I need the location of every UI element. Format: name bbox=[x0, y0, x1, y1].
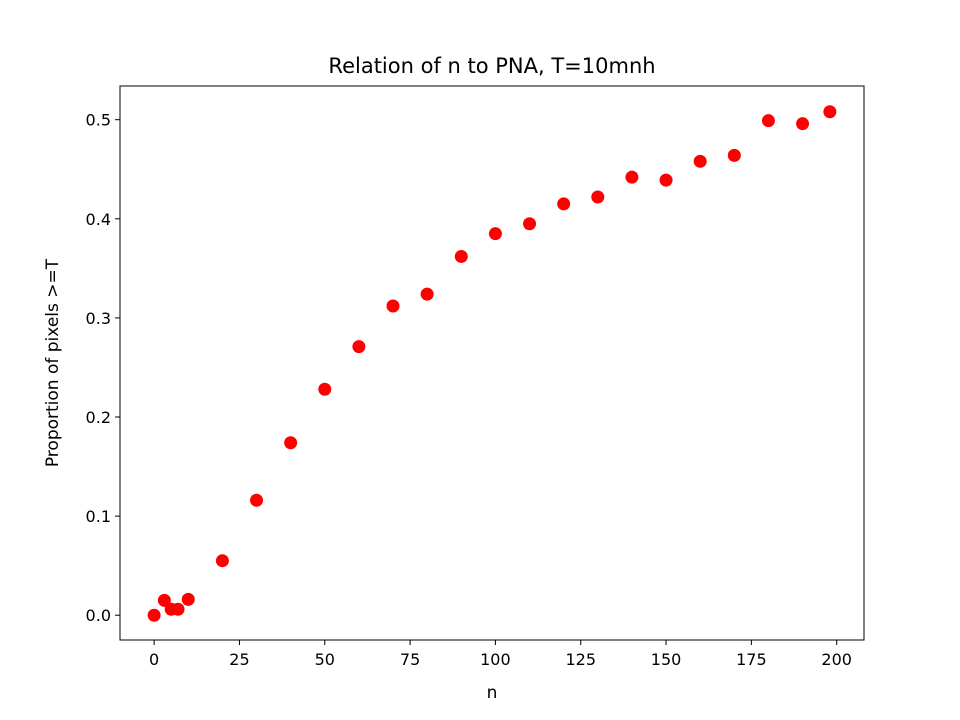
data-point bbox=[250, 493, 264, 507]
plot-area bbox=[119, 85, 865, 641]
x-tick-label: 125 bbox=[565, 650, 596, 669]
data-point bbox=[488, 227, 502, 241]
x-tick-label: 200 bbox=[821, 650, 852, 669]
data-point bbox=[625, 170, 639, 184]
data-points bbox=[147, 105, 837, 622]
data-point bbox=[352, 340, 366, 354]
x-axis: 0 25 50 75 100 125 150 175 200 bbox=[149, 640, 852, 669]
y-tick-label: 0.5 bbox=[86, 111, 111, 130]
y-tick-label: 0.3 bbox=[86, 309, 111, 328]
y-tick-label: 0.1 bbox=[86, 507, 111, 526]
data-point bbox=[659, 173, 673, 187]
data-point bbox=[147, 608, 161, 622]
data-point bbox=[761, 114, 775, 128]
data-point bbox=[215, 554, 229, 568]
x-tick-label: 0 bbox=[149, 650, 159, 669]
x-tick-label: 100 bbox=[480, 650, 511, 669]
y-tick-label: 0.0 bbox=[86, 606, 111, 625]
y-axis: 0.0 0.1 0.2 0.3 0.4 0.5 bbox=[86, 111, 120, 625]
data-point bbox=[454, 249, 468, 263]
y-axis-label: Proportion of pixels >=T bbox=[43, 258, 63, 467]
x-tick-label: 50 bbox=[315, 650, 335, 669]
data-point bbox=[523, 217, 537, 231]
data-point bbox=[727, 148, 741, 162]
data-point bbox=[318, 382, 332, 396]
data-point bbox=[171, 602, 185, 616]
data-point bbox=[796, 117, 810, 131]
data-point bbox=[284, 436, 298, 450]
y-tick-label: 0.2 bbox=[86, 408, 111, 427]
data-point bbox=[693, 154, 707, 168]
y-tick-label: 0.4 bbox=[86, 210, 111, 229]
x-tick-label: 25 bbox=[229, 650, 249, 669]
x-tick-label: 75 bbox=[400, 650, 420, 669]
x-axis-label: n bbox=[487, 683, 498, 703]
data-point bbox=[591, 190, 605, 204]
x-tick-label: 150 bbox=[651, 650, 682, 669]
data-point bbox=[420, 287, 434, 301]
plot-frame bbox=[119, 85, 865, 641]
x-tick-label: 175 bbox=[736, 650, 767, 669]
data-point bbox=[386, 299, 400, 313]
data-point bbox=[823, 105, 837, 119]
chart-title: Relation of n to PNA, T=10mnh bbox=[328, 54, 655, 78]
data-point bbox=[157, 593, 171, 607]
data-point bbox=[557, 197, 571, 211]
data-point bbox=[181, 592, 195, 606]
